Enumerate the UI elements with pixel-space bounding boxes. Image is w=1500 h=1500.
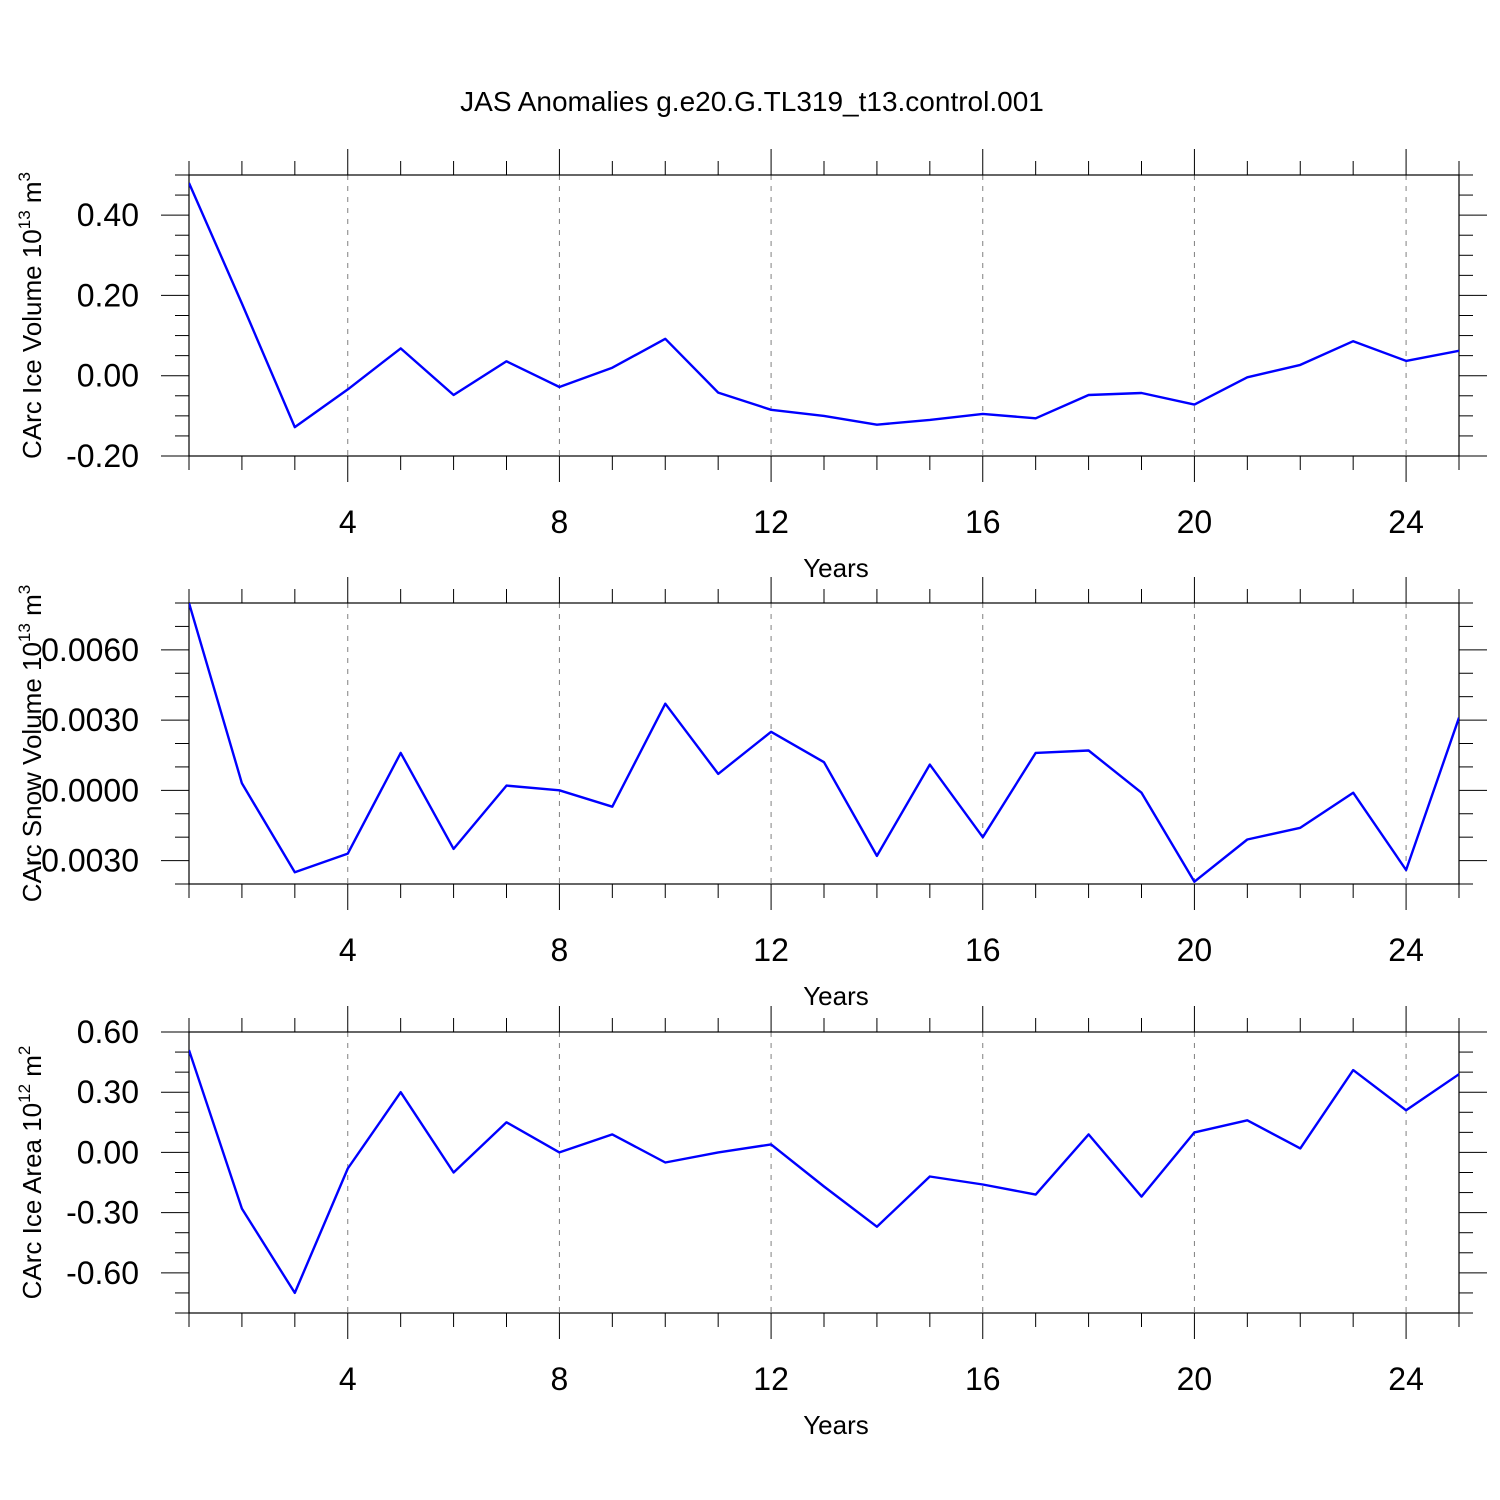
y-axis-title: CArc Ice Area 1012 m2 xyxy=(15,1046,47,1300)
plot-frame xyxy=(188,174,1460,457)
x-tick-label: 20 xyxy=(1177,932,1213,968)
x-tick-label: 24 xyxy=(1388,932,1424,968)
y-tick-label: 0.0030 xyxy=(41,702,139,738)
x-tick-label: 24 xyxy=(1388,1361,1424,1397)
series-line xyxy=(189,603,1459,883)
series-line xyxy=(189,1049,1459,1295)
y-axis-title: CArc Snow Volume 1013 m3 xyxy=(15,585,47,902)
y-tick-label: -0.20 xyxy=(66,438,139,474)
y-tick-label: 0.40 xyxy=(77,197,139,233)
y-tick-label: 0.20 xyxy=(77,277,139,313)
panel-2: 4 8 12 16 20 24 -0.0030 0.0000 0.0030 0.0060 Years… xyxy=(15,577,1487,1011)
x-tick-label: 16 xyxy=(965,932,1001,968)
plot-frame xyxy=(188,1031,1460,1314)
x-tick-label: 24 xyxy=(1388,504,1424,540)
y-axis-title: CArc Ice Volume 1013 m3 xyxy=(15,172,47,459)
y-tick-label: 0.00 xyxy=(77,358,139,394)
x-tick-label: 12 xyxy=(753,932,789,968)
x-axis-title: Years xyxy=(803,1410,869,1440)
x-tick-label: 4 xyxy=(339,504,357,540)
y-tick-label: 0.0000 xyxy=(41,772,139,808)
figure-title: JAS Anomalies g.e20.G.TL319_t13.control.… xyxy=(460,86,1044,117)
panel-3: 4 8 12 16 20 24 -0.60 -0.30 0.00 0.30 0.60 Years CAr… xyxy=(15,1006,1487,1440)
x-axis-title: Years xyxy=(803,553,869,583)
y-tick-label: -0.30 xyxy=(66,1195,139,1231)
y-tick-label: 0.60 xyxy=(77,1014,139,1050)
y-tick-label: 0.00 xyxy=(77,1134,139,1170)
plot-frame xyxy=(188,602,1460,885)
x-tick-label: 12 xyxy=(753,504,789,540)
x-tick-label: 20 xyxy=(1177,504,1213,540)
y-tick-label: 0.30 xyxy=(77,1074,139,1110)
x-tick-label: 12 xyxy=(753,1361,789,1397)
y-tick-label: 0.0060 xyxy=(41,632,139,668)
x-tick-label: 4 xyxy=(339,1361,357,1397)
x-axis-title: Years xyxy=(803,981,869,1011)
x-tick-label: 8 xyxy=(551,1361,569,1397)
y-tick-label: -0.0030 xyxy=(30,843,139,879)
series-line xyxy=(189,182,1459,429)
panel-1: 4 8 12 16 20 24 -0.20 0.00 0.20 0.40 Years CArc Ice… xyxy=(15,149,1487,583)
x-tick-label: 8 xyxy=(551,504,569,540)
x-tick-label: 8 xyxy=(551,932,569,968)
x-tick-label: 4 xyxy=(339,932,357,968)
x-tick-label: 20 xyxy=(1177,1361,1213,1397)
y-tick-label: -0.60 xyxy=(66,1255,139,1291)
x-tick-label: 16 xyxy=(965,504,1001,540)
x-tick-label: 16 xyxy=(965,1361,1001,1397)
panels: 4 8 12 16 20 24 -0.20 0.00 0.20 0.40 Years CArc Ice… xyxy=(15,149,1487,1440)
